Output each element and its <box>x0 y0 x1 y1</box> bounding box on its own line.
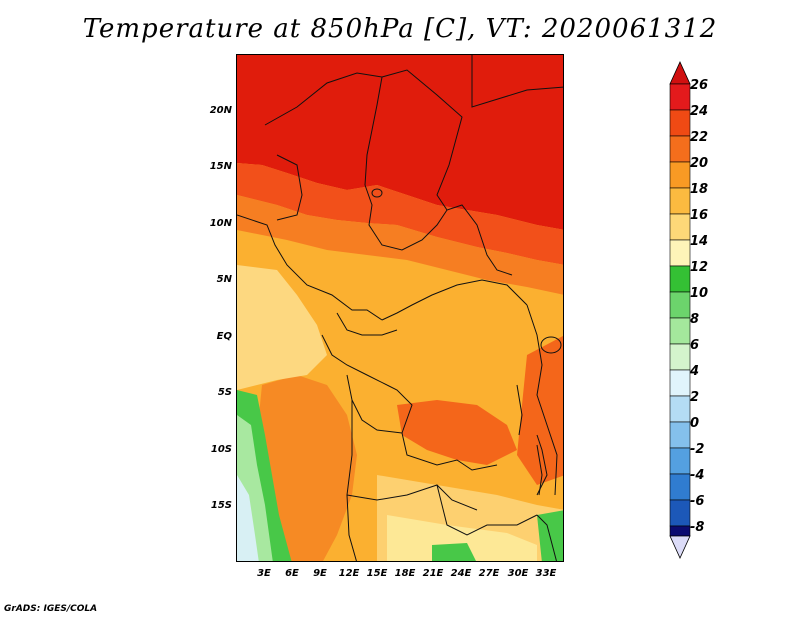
colorbar-label: -6 <box>690 494 705 509</box>
lat-tick-label: 15S <box>210 500 232 511</box>
lon-tick-label: 30E <box>507 568 529 579</box>
colorbar-swatch <box>669 499 691 527</box>
lon-tick-label: 15E <box>366 568 388 579</box>
lon-tick-label: 18E <box>394 568 416 579</box>
colorbar-label: 6 <box>690 338 700 353</box>
lon-tick-label: 3E <box>257 568 271 579</box>
colorbar-label: -2 <box>690 442 705 457</box>
colorbar-swatch <box>669 109 691 137</box>
field-congo-warm <box>397 400 517 465</box>
colorbar-swatch <box>669 239 691 267</box>
field-s-green <box>432 543 476 561</box>
lon-tick-label: 12E <box>338 568 360 579</box>
colorbar-label: 2 <box>690 390 700 405</box>
colorbar-swatch <box>669 161 691 189</box>
field-band-20-22 <box>237 195 563 295</box>
colorbar-label: 10 <box>690 286 709 301</box>
map-field <box>237 55 563 561</box>
colorbar-label: 22 <box>690 130 709 145</box>
colorbar-swatch <box>669 265 691 293</box>
colorbar-label: 26 <box>690 78 709 93</box>
colorbar-swatch <box>669 83 691 111</box>
temperature-map <box>236 54 564 562</box>
credit-text: GrADS: IGES/COLA <box>4 604 98 614</box>
colorbar-label: -8 <box>690 520 705 535</box>
lon-tick-label: 9E <box>313 568 327 579</box>
colorbar-swatch <box>669 187 691 215</box>
field-coast-cyan <box>237 475 259 561</box>
colorbar-label: 0 <box>690 416 700 431</box>
colorbar-label: 20 <box>690 156 709 171</box>
lon-tick-label: 21E <box>422 568 444 579</box>
colorbar-label: 18 <box>690 182 709 197</box>
colorbar-swatch <box>669 525 691 537</box>
colorbar-swatch <box>669 473 691 501</box>
colorbar-swatch <box>669 421 691 449</box>
colorbar-swatch <box>669 213 691 241</box>
field-coast-pale <box>237 265 327 390</box>
colorbar-top-arrow <box>669 61 691 85</box>
lat-tick-label: 20N <box>209 105 232 116</box>
country-borders <box>237 55 563 561</box>
lat-tick-label: EQ <box>216 331 232 342</box>
lat-tick-label: 5S <box>217 387 232 398</box>
field-south-paler <box>387 515 537 561</box>
colorbar-label: 14 <box>690 234 709 249</box>
lakes <box>371 188 562 496</box>
colorbar-swatch <box>669 447 691 475</box>
lat-tick-label: 10S <box>210 444 232 455</box>
colorbar <box>669 61 691 559</box>
lon-tick-label: 24E <box>450 568 472 579</box>
lon-tick-label: 27E <box>478 568 500 579</box>
colorbar-swatch <box>669 343 691 371</box>
colorbar-label: 4 <box>690 364 700 379</box>
lat-tick-label: 5N <box>216 274 232 285</box>
colorbar-swatch <box>669 395 691 423</box>
colorbar-label: 24 <box>690 104 709 119</box>
lat-tick-label: 15N <box>209 161 232 172</box>
colorbar-swatch <box>669 317 691 345</box>
colorbar-swatch <box>669 135 691 163</box>
colorbar-swatch <box>669 369 691 397</box>
chart-title: Temperature at 850hPa [C], VT: 202006131… <box>82 14 718 44</box>
colorbar-label: 8 <box>690 312 700 327</box>
colorbar-bottom-arrow <box>669 535 691 559</box>
field-angola-warm <box>257 375 357 561</box>
field-east-warm <box>517 336 563 485</box>
field-band-24plus <box>237 55 563 230</box>
lat-tick-label: 10N <box>209 218 232 229</box>
colorbar-label: 12 <box>690 260 709 275</box>
lon-tick-label: 33E <box>535 568 557 579</box>
colorbar-label: -4 <box>690 468 705 483</box>
colorbar-swatch <box>669 291 691 319</box>
colorbar-label: 16 <box>690 208 709 223</box>
lon-tick-label: 6E <box>285 568 299 579</box>
